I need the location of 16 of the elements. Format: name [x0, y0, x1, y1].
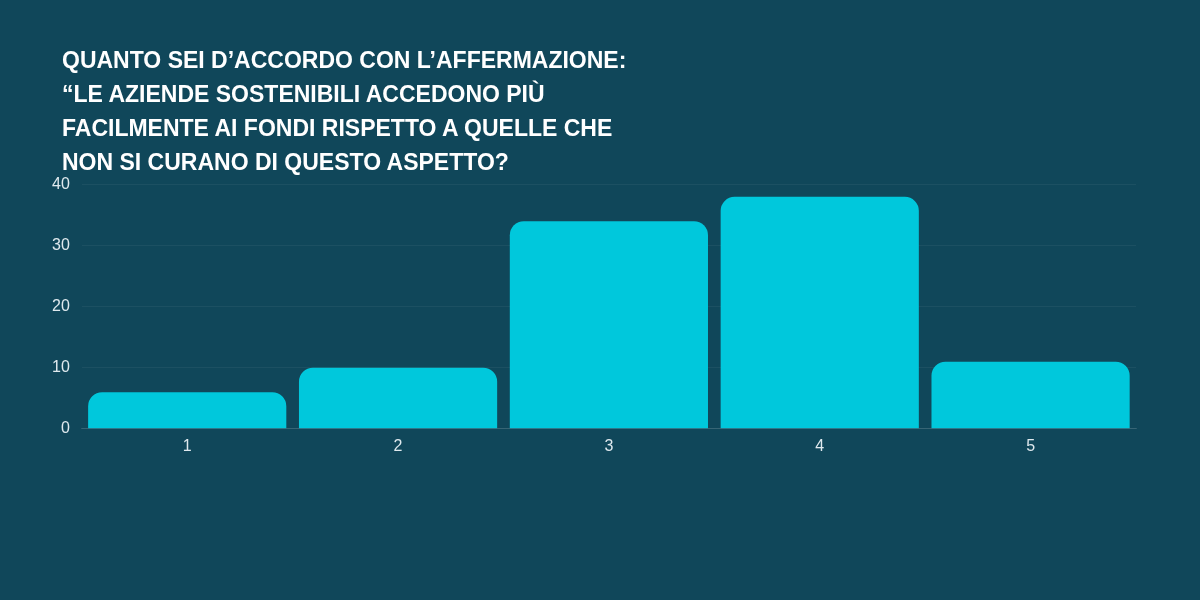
y-tick-label: 40 — [52, 175, 70, 193]
bar — [720, 196, 919, 429]
bar — [298, 367, 498, 429]
y-tick-label: 10 — [52, 358, 70, 376]
bar — [509, 221, 708, 429]
bar — [931, 361, 1130, 429]
bar — [88, 392, 287, 429]
x-tick-label: 2 — [393, 436, 403, 454]
chart-title: QUANTO SEI D’ACCORDO CON L’AFFERMAZIONE: “LE AZIENDE SOSTENIBILI ACCEDONO PIÙ FACILMENTE AI FONDI RISPETTO A QUELLE CHE NON SI CURANO DI QUESTO ASPETTO? — [62, 47, 627, 175]
y-tick-label: 30 — [52, 236, 70, 254]
y-tick-label: 20 — [52, 297, 70, 315]
x-tick-label: 4 — [815, 436, 825, 454]
x-tick-label: 3 — [604, 436, 614, 454]
x-tick-label: 5 — [1026, 436, 1036, 454]
x-tick-label: 1 — [182, 436, 192, 454]
y-tick-label: 0 — [60, 419, 70, 437]
